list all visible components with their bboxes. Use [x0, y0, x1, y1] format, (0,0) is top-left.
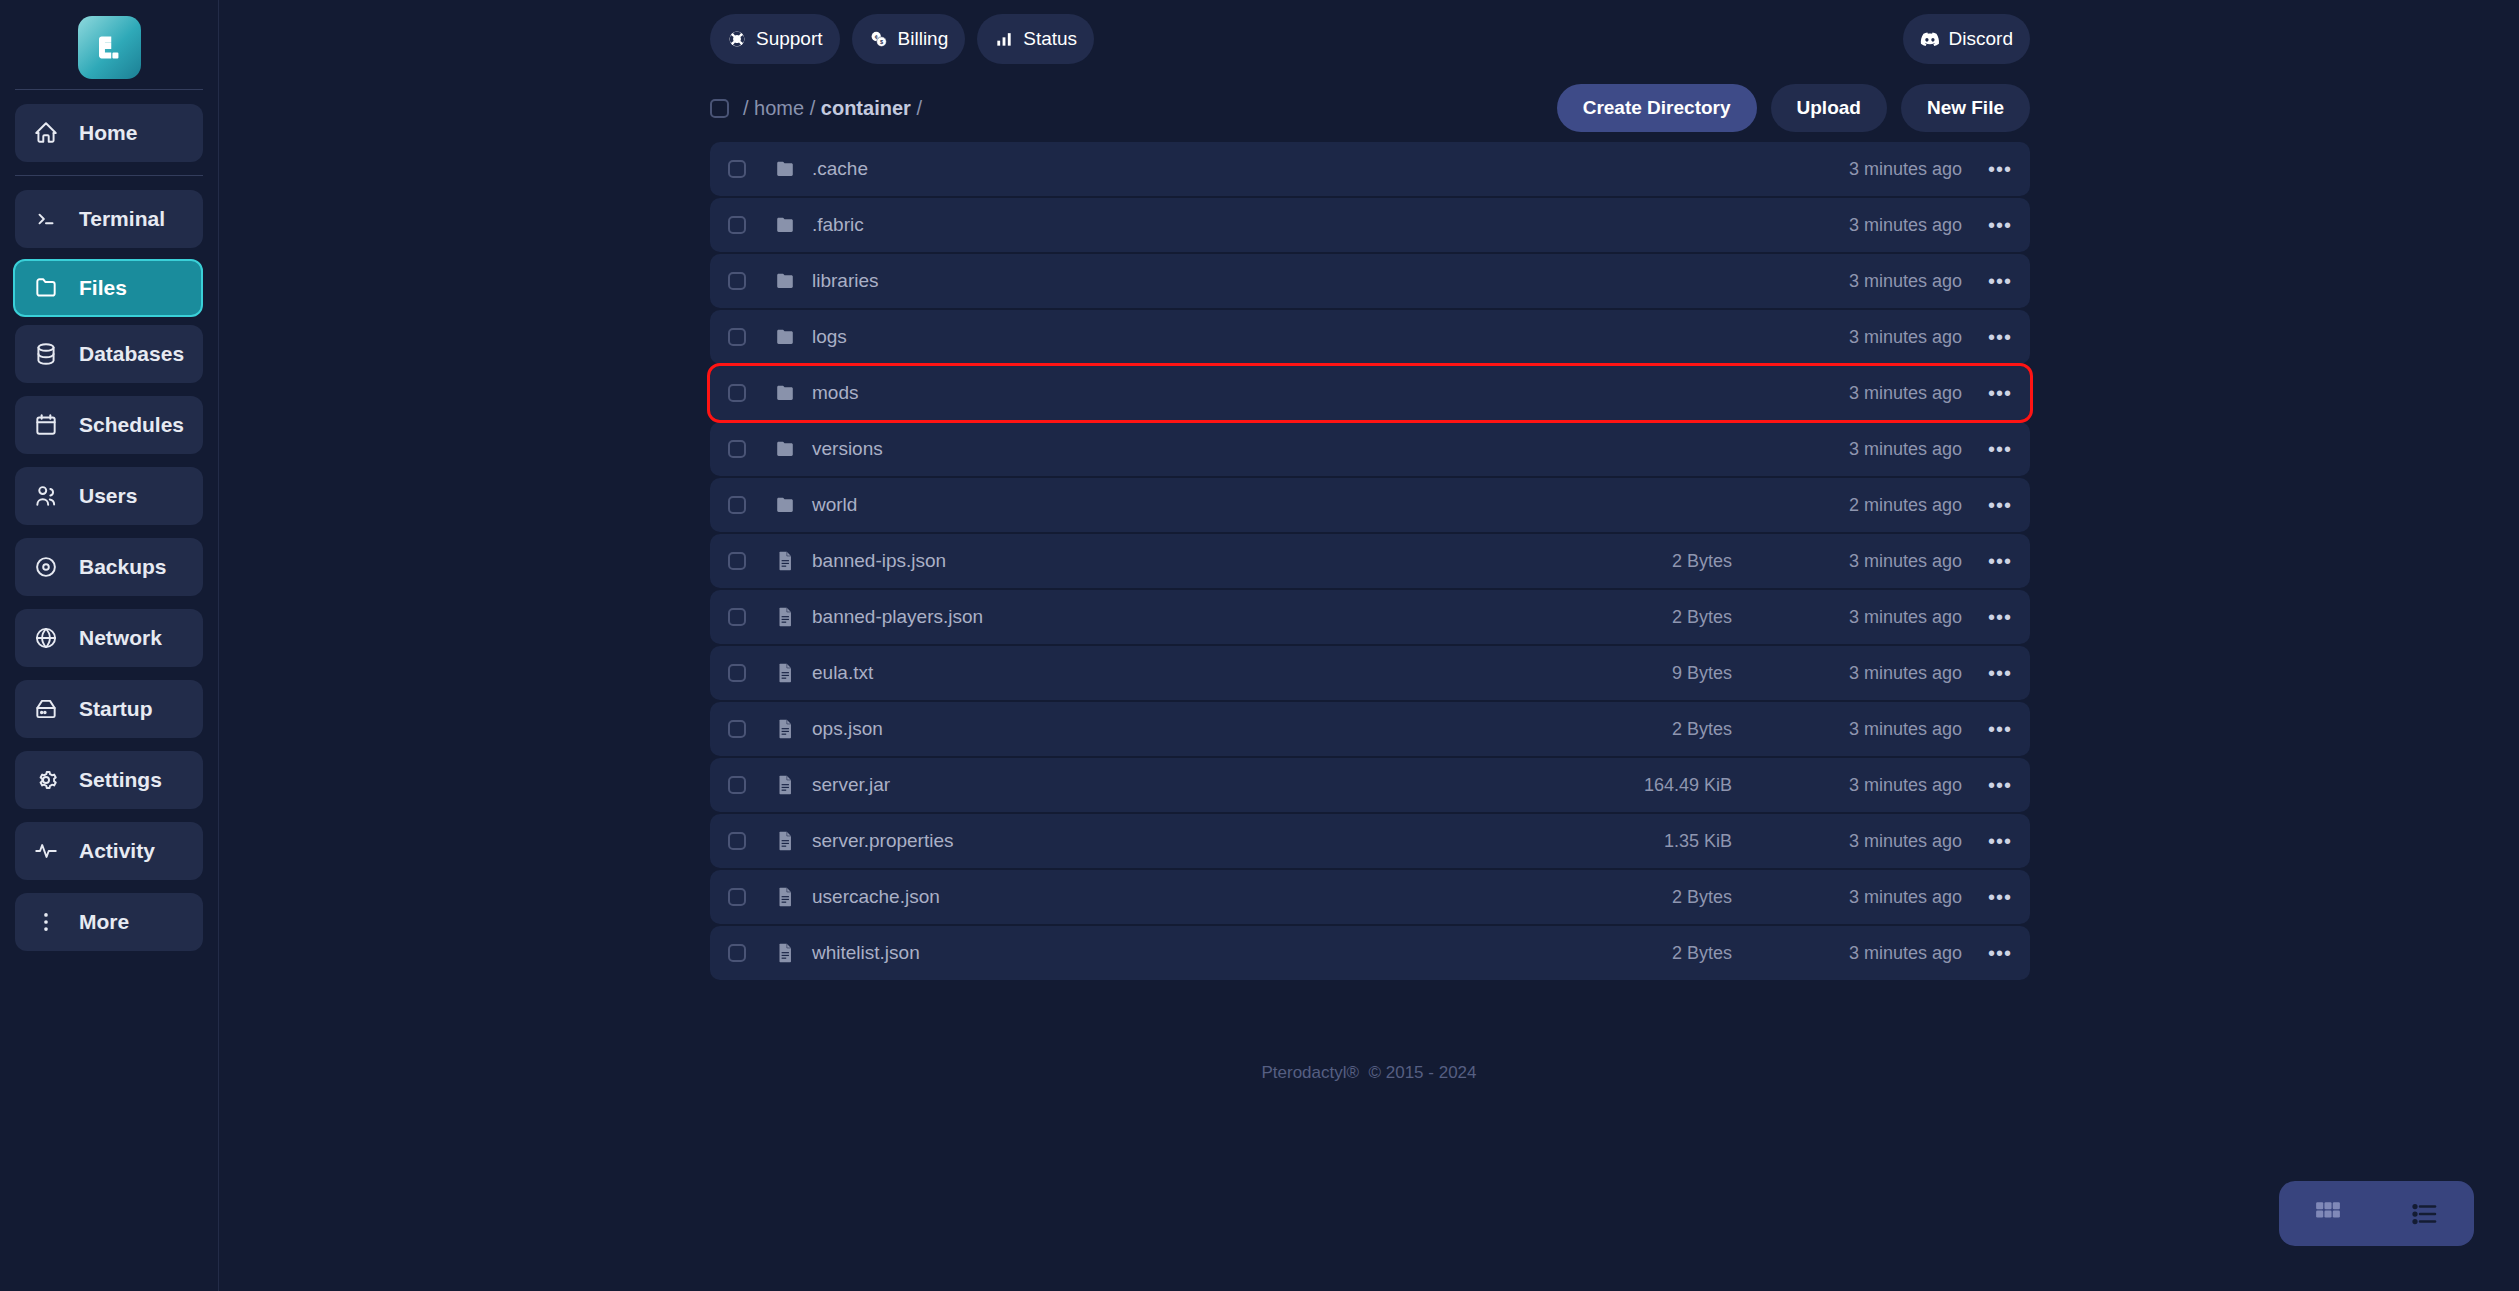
svg-text:¢: ¢ — [874, 34, 877, 40]
